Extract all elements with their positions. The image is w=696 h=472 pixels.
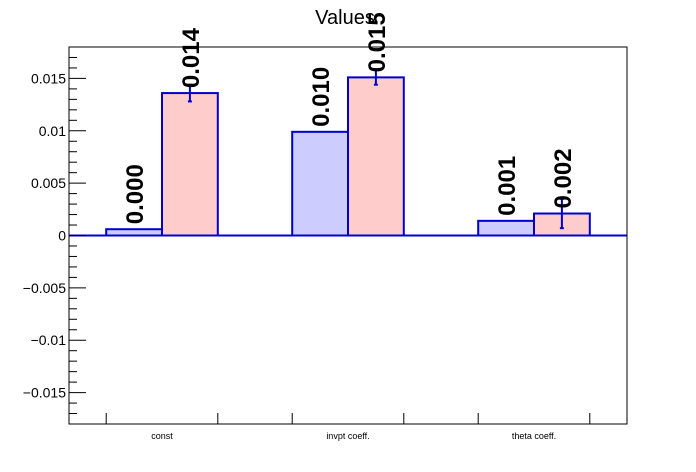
y-tick-label-0: −0.015 xyxy=(23,385,66,401)
chart-title: Values xyxy=(315,7,375,29)
x-category-label-2: theta coeff. xyxy=(512,431,556,441)
data-label-s1-1: 0.010 xyxy=(308,67,335,127)
data-label-s1-2: 0.001 xyxy=(494,156,521,216)
bar-s2-0 xyxy=(161,92,219,237)
axes: −0.015 −0.01 −0.005 0 0.005 0.01 0.015 const inv… xyxy=(23,46,628,441)
y-tick-label-4: 0.005 xyxy=(31,175,66,191)
y-tick-label-5: 0.01 xyxy=(39,123,66,139)
bar-s1-2 xyxy=(477,219,536,237)
data-label-s2-2: 0.002 xyxy=(550,148,577,208)
y-tick-label-6: 0.015 xyxy=(31,70,66,86)
y-tick-label-3: 0 xyxy=(58,228,66,244)
bars-layer xyxy=(105,69,591,237)
data-label-s1-0: 0.000 xyxy=(122,164,149,224)
x-category-label-1: invpt coeff. xyxy=(326,431,369,441)
data-label-s2-0: 0.014 xyxy=(178,27,205,88)
y-tick-label-2: −0.005 xyxy=(23,280,66,296)
data-labels: 0.000 0.010 0.001 0.014 0.015 0.002 xyxy=(122,12,577,224)
y-tick-label-1: −0.01 xyxy=(31,332,67,348)
bar-s2-1 xyxy=(347,76,405,237)
bar-s1-1 xyxy=(291,130,350,237)
x-category-label-0: const xyxy=(151,431,173,441)
data-label-s2-1: 0.015 xyxy=(364,12,391,72)
